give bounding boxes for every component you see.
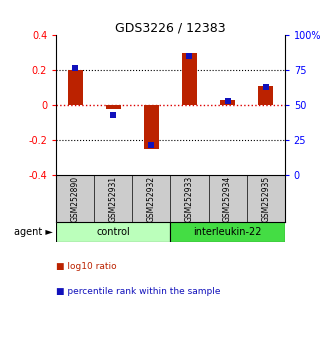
Bar <box>56 222 170 242</box>
Text: interleukin-22: interleukin-22 <box>193 227 262 237</box>
Point <box>263 84 268 90</box>
Text: GSM252933: GSM252933 <box>185 176 194 222</box>
Bar <box>220 100 235 105</box>
Bar <box>182 53 197 105</box>
Point <box>225 98 230 104</box>
Title: GDS3226 / 12383: GDS3226 / 12383 <box>115 21 226 34</box>
Text: GSM252934: GSM252934 <box>223 176 232 222</box>
Bar <box>106 105 121 109</box>
Bar <box>144 105 159 149</box>
Text: GSM252890: GSM252890 <box>71 176 80 222</box>
Text: GSM252932: GSM252932 <box>147 176 156 222</box>
Bar <box>170 222 285 242</box>
Text: ■ percentile rank within the sample: ■ percentile rank within the sample <box>56 287 221 296</box>
Bar <box>68 70 83 105</box>
Point <box>187 53 192 59</box>
Point <box>149 142 154 147</box>
Text: ■ log10 ratio: ■ log10 ratio <box>56 262 117 272</box>
Text: agent ►: agent ► <box>14 227 53 237</box>
Point <box>111 112 116 118</box>
Text: control: control <box>97 227 130 237</box>
Point <box>72 65 78 70</box>
Bar <box>258 86 273 105</box>
Text: GSM252931: GSM252931 <box>109 176 118 222</box>
Text: GSM252935: GSM252935 <box>261 176 270 222</box>
